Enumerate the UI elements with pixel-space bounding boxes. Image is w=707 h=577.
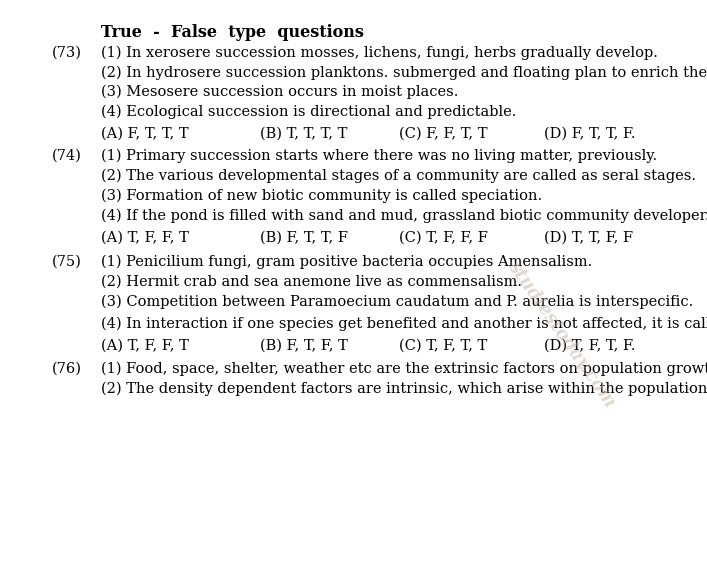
Text: (4) In interaction if one species get benefited and another is not affected, it : (4) In interaction if one species get be…: [100, 316, 707, 331]
Text: (B) T, T, T, T: (B) T, T, T, T: [260, 127, 347, 141]
Text: (A) T, F, F, T: (A) T, F, F, T: [100, 338, 189, 353]
Text: (1) In xerosere succession mosses, lichens, fungi, herbs gradually develop.: (1) In xerosere succession mosses, liche…: [100, 46, 658, 60]
Text: (1) Food, space, shelter, weather etc are the extrinsic factors on population gr: (1) Food, space, shelter, weather etc ar…: [100, 362, 707, 376]
Text: True  -  False  type  questions: True - False type questions: [100, 24, 363, 41]
Text: (C) T, F, F, F: (C) T, F, F, F: [399, 231, 487, 245]
Text: (75): (75): [52, 254, 82, 268]
Text: (74): (74): [52, 149, 82, 163]
Text: (D) T, T, F, F: (D) T, T, F, F: [544, 231, 633, 245]
Text: (2) The density dependent factors are intrinsic, which arise within the populati: (2) The density dependent factors are in…: [100, 382, 707, 396]
Text: (A) T, F, F, T: (A) T, F, F, T: [100, 231, 189, 245]
Text: (3) Formation of new biotic community is called speciation.: (3) Formation of new biotic community is…: [100, 189, 542, 203]
Text: (C) F, F, T, T: (C) F, F, T, T: [399, 127, 487, 141]
Text: (C) T, F, T, T: (C) T, F, T, T: [399, 338, 487, 353]
Text: (73): (73): [52, 46, 82, 59]
Text: (2) In hydrosere succession planktons. submerged and floating plan to enrich the: (2) In hydrosere succession planktons. s…: [100, 65, 707, 80]
Text: (D) T, F, T, F.: (D) T, F, T, F.: [544, 338, 636, 353]
Text: (D) F, T, T, F.: (D) F, T, T, F.: [544, 127, 636, 141]
Text: (4) Ecological succession is directional and predictable.: (4) Ecological succession is directional…: [100, 105, 516, 119]
Text: (76): (76): [52, 362, 82, 376]
Text: (3) Competition between Paramoecium caudatum and P. aurelia is interspecific.: (3) Competition between Paramoecium caud…: [100, 294, 693, 309]
Text: (B) F, T, F, T: (B) F, T, F, T: [260, 338, 348, 353]
Text: (4) If the pond is filled with sand and mud, grassland biotic community develope: (4) If the pond is filled with sand and …: [100, 208, 707, 223]
Text: (2) The various developmental stages of a community are called as seral stages.: (2) The various developmental stages of …: [100, 168, 696, 183]
Text: (1) Primary succession starts where there was no living matter, previously.: (1) Primary succession starts where ther…: [100, 149, 657, 163]
Text: (3) Mesosere succession occurs in moist places.: (3) Mesosere succession occurs in moist …: [100, 85, 458, 99]
Text: studiestoday.com: studiestoday.com: [504, 257, 619, 410]
Text: (A) F, T, T, T: (A) F, T, T, T: [100, 127, 188, 141]
Text: (B) F, T, T, F: (B) F, T, T, F: [260, 231, 348, 245]
Text: (2) Hermit crab and sea anemone live as commensalism.: (2) Hermit crab and sea anemone live as …: [100, 275, 522, 288]
Text: (1) Penicilium fungi, gram positive bacteria occupies Amensalism.: (1) Penicilium fungi, gram positive bact…: [100, 254, 592, 269]
